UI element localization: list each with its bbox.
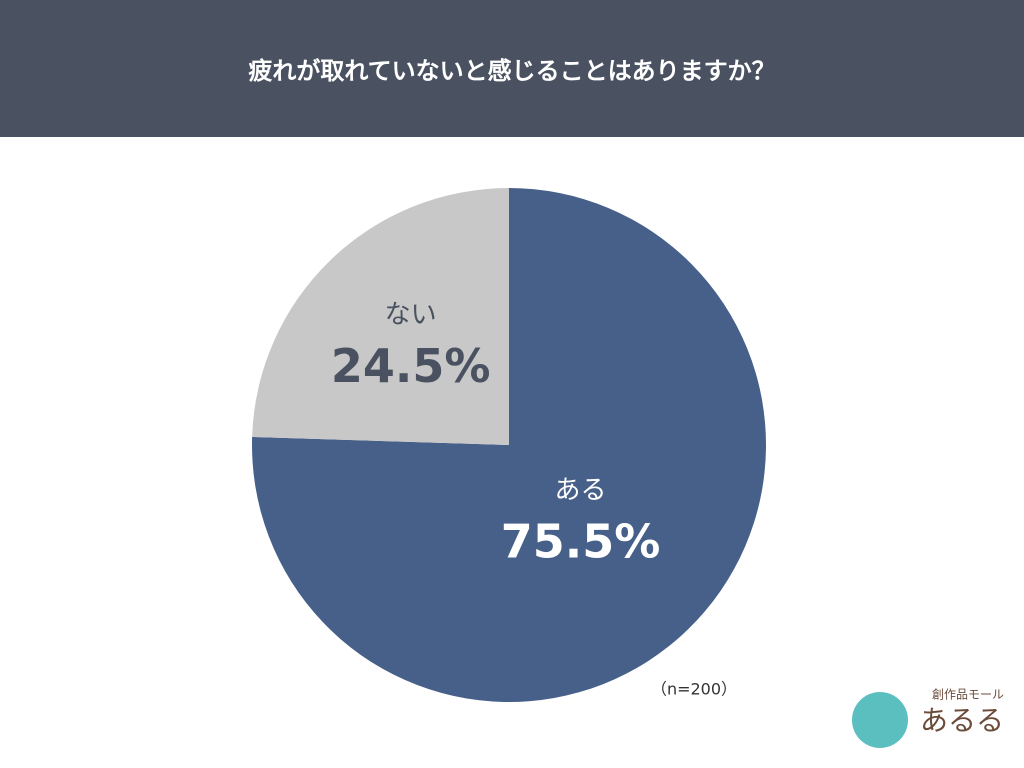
slice-value-label: 75.5%	[501, 514, 661, 568]
slice-category: ある	[555, 475, 607, 505]
logo-circle	[852, 692, 908, 748]
sample-note: （n=200）	[651, 680, 737, 699]
slice-category: ない	[385, 300, 437, 330]
chart-title: 疲れが取れていないと感じることはありますか？	[248, 57, 775, 85]
logo-name: あるる	[920, 704, 1004, 737]
pie-slice	[252, 188, 767, 703]
logo-tagline: 創作品モール	[932, 688, 1004, 702]
header-band	[0, 0, 1024, 137]
slice-value-label: 24.5%	[331, 339, 491, 393]
pie-slice	[252, 188, 509, 445]
logo: 創作品モール あるる	[852, 688, 1004, 748]
